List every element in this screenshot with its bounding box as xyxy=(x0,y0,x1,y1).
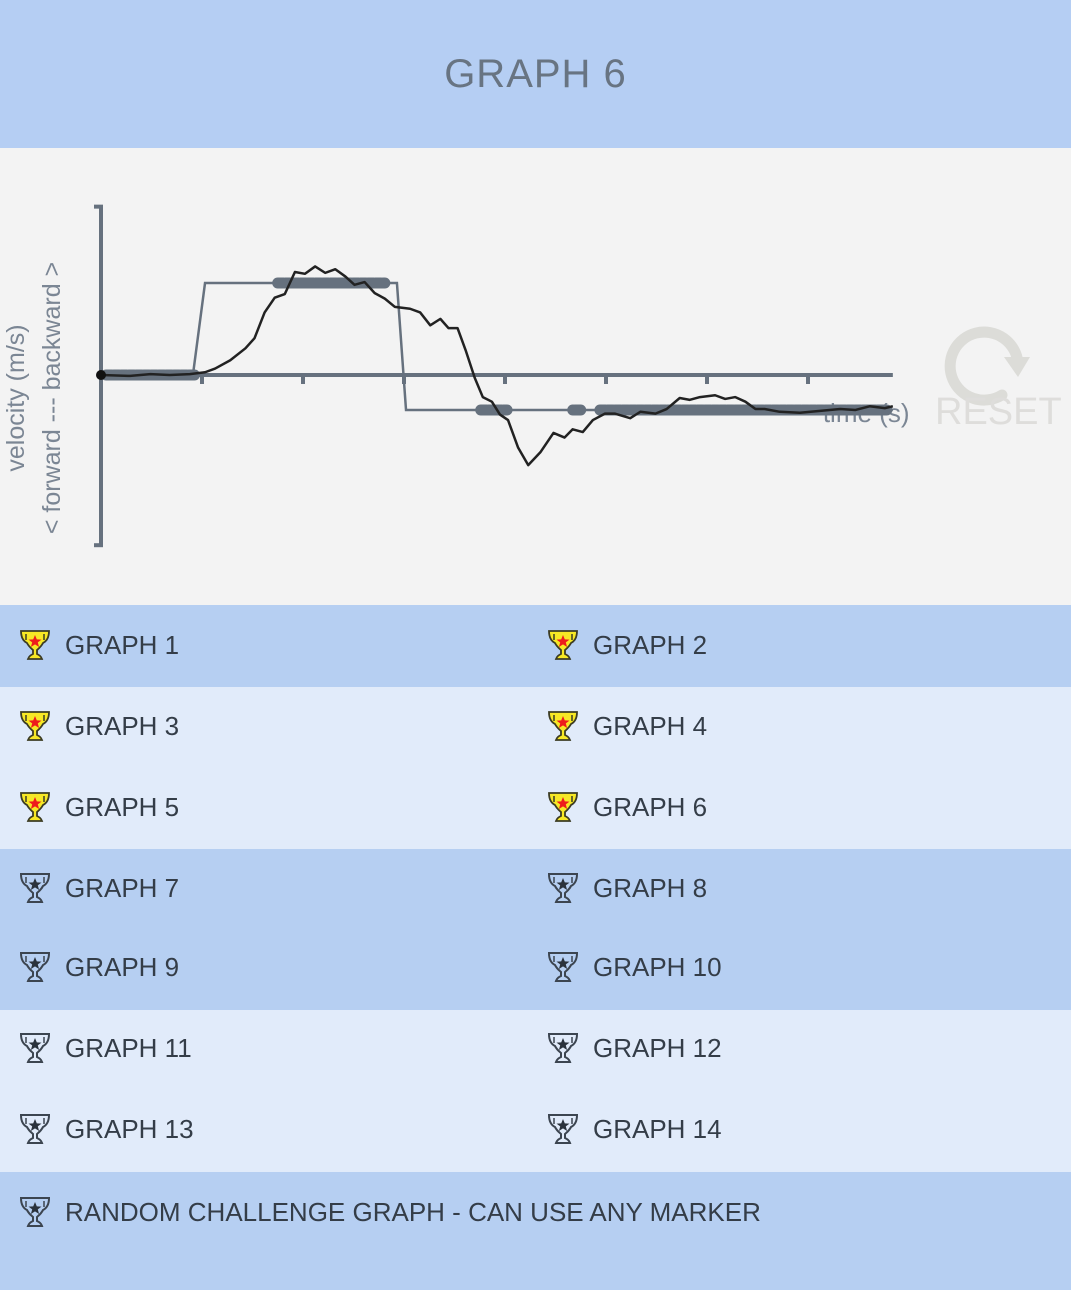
outline-trophy-icon xyxy=(545,870,593,906)
list-row-background xyxy=(0,687,1071,768)
graph-item-label: GRAPH 6 xyxy=(593,791,708,822)
graph-item-label: RANDOM CHALLENGE GRAPH - CAN USE ANY MAR… xyxy=(65,1196,761,1227)
outline-trophy-icon xyxy=(17,870,65,906)
graph-item-label: GRAPH 1 xyxy=(65,629,180,660)
gold-trophy-icon xyxy=(545,789,593,825)
reset-button[interactable]: RESET xyxy=(935,391,1062,433)
list-row-background xyxy=(0,1091,1071,1172)
graph-item-13[interactable]: GRAPH 13 xyxy=(17,1109,194,1149)
outline-trophy-icon xyxy=(17,949,65,985)
graph-item-10[interactable]: GRAPH 10 xyxy=(545,947,722,987)
reset-icon[interactable] xyxy=(930,313,1050,433)
gold-trophy-icon xyxy=(17,708,65,744)
graph-item-label: GRAPH 12 xyxy=(593,1032,722,1063)
outline-trophy-icon xyxy=(17,1030,65,1066)
list-row-background xyxy=(0,849,1071,930)
target-line xyxy=(101,281,893,412)
graph-item-12[interactable]: GRAPH 12 xyxy=(545,1028,722,1068)
graph-item-label: GRAPH 10 xyxy=(593,951,722,982)
graph-item-9[interactable]: GRAPH 9 xyxy=(17,947,179,987)
graph-item-label: GRAPH 13 xyxy=(65,1113,194,1144)
graph-item-label: GRAPH 5 xyxy=(65,791,180,822)
graph-item-label: GRAPH 8 xyxy=(593,872,708,903)
outline-trophy-icon xyxy=(545,949,593,985)
list-row-background xyxy=(0,605,1071,687)
measured-line xyxy=(100,265,894,467)
list-row-background xyxy=(0,768,1071,849)
graph-item-14[interactable]: GRAPH 14 xyxy=(545,1109,722,1149)
graph-item-label: GRAPH 2 xyxy=(593,629,708,660)
graph-item-3[interactable]: GRAPH 3 xyxy=(17,706,179,746)
page-title: GRAPH 6 xyxy=(444,51,627,96)
graph-item-6[interactable]: GRAPH 6 xyxy=(545,787,707,827)
velocity-time-chart[interactable]: time (s) xyxy=(0,148,1071,605)
graph-item-label: GRAPH 9 xyxy=(65,951,180,982)
graph-item-2[interactable]: GRAPH 2 xyxy=(545,625,707,665)
graph-item-8[interactable]: GRAPH 8 xyxy=(545,868,707,908)
graph-item-label: GRAPH 4 xyxy=(593,710,708,741)
y-axis-direction: < forward --- backward > xyxy=(38,261,66,535)
graph-item-1[interactable]: GRAPH 1 xyxy=(17,625,179,665)
gold-trophy-icon xyxy=(545,708,593,744)
gold-trophy-icon xyxy=(545,627,593,663)
graph-item-15[interactable]: RANDOM CHALLENGE GRAPH - CAN USE ANY MAR… xyxy=(17,1192,761,1232)
list-row-background xyxy=(0,1010,1071,1091)
graph-item-5[interactable]: GRAPH 5 xyxy=(17,787,179,827)
y-axis-label: velocity (m/s) < forward --- backward > xyxy=(0,178,78,618)
gold-trophy-icon xyxy=(17,627,65,663)
graph-item-label: GRAPH 11 xyxy=(65,1032,192,1063)
gold-trophy-icon xyxy=(17,789,65,825)
header: GRAPH 6 xyxy=(0,0,1071,148)
graph-item-7[interactable]: GRAPH 7 xyxy=(17,868,179,908)
list-row-background xyxy=(0,930,1071,1010)
graph-item-label: GRAPH 3 xyxy=(65,710,180,741)
graph-item-label: GRAPH 14 xyxy=(593,1113,722,1144)
outline-trophy-icon xyxy=(17,1194,65,1230)
graph-item-4[interactable]: GRAPH 4 xyxy=(545,706,707,746)
graph-item-label: GRAPH 7 xyxy=(65,872,180,903)
graph-item-11[interactable]: GRAPH 11 xyxy=(17,1028,192,1068)
graph-area[interactable]: time (s) velocity (m/s) < forward --- ba… xyxy=(0,148,1071,736)
start-point xyxy=(96,370,106,380)
list-row-background xyxy=(0,1172,1071,1290)
outline-trophy-icon xyxy=(17,1111,65,1147)
y-axis-title: velocity (m/s) xyxy=(2,324,30,472)
outline-trophy-icon xyxy=(545,1030,593,1066)
outline-trophy-icon xyxy=(545,1111,593,1147)
